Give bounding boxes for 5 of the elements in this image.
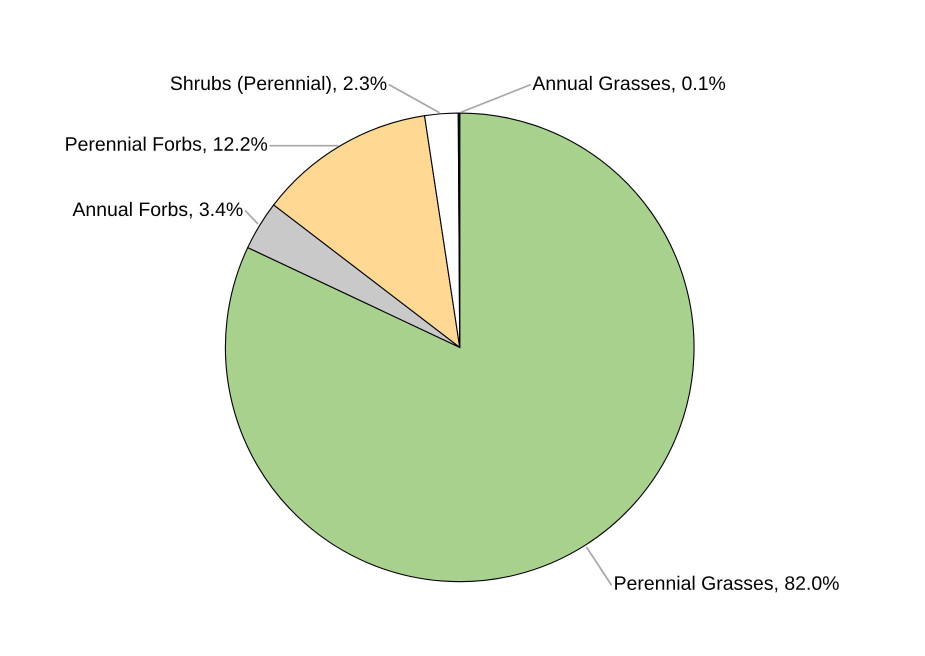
slice-label: Perennial Grasses, 82.0%: [615, 576, 839, 592]
slice-label: Shrubs (Perennial), 2.3%: [170, 76, 386, 94]
slice-label: Annual Grasses, 0.1%: [532, 76, 726, 92]
slice-label: Perennial Forbs, 12.2%: [66, 136, 268, 154]
slice-label: Annual Forbs, 3.4%: [72, 202, 243, 218]
